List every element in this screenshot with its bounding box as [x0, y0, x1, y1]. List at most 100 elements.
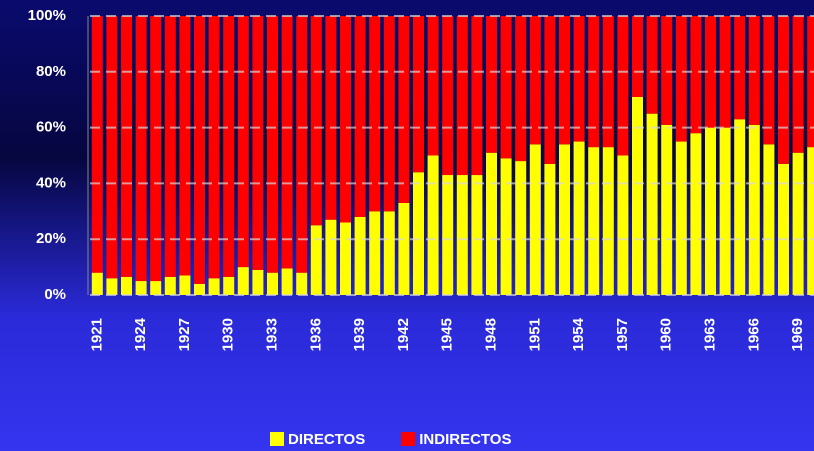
- bar-segment: [267, 16, 278, 273]
- bar-segment: [456, 175, 468, 295]
- bar-segment: [208, 16, 220, 279]
- bar-segment: [573, 141, 585, 295]
- bar-segment: [486, 152, 497, 295]
- bar-segment: [456, 16, 468, 176]
- bar-segment: [792, 152, 804, 295]
- bar-segment: [135, 281, 147, 295]
- x-tick-label: 1948: [482, 318, 499, 351]
- plot-area: 1921 1924 1927 1930 1933 1936 1939 1942 1945 1948…: [87, 15, 814, 351]
- bar-segment: [792, 16, 804, 153]
- bar-segment: [296, 272, 308, 295]
- bar-segment: [208, 278, 220, 295]
- bar-segment: [602, 16, 614, 148]
- bar-segment: [106, 278, 118, 295]
- bar-segment: [515, 161, 527, 295]
- bar-segment: [544, 16, 556, 164]
- x-tick-label: 1966: [745, 318, 762, 351]
- bar-segment: [807, 16, 814, 148]
- bar-segment: [471, 175, 483, 295]
- bar-segment: [267, 272, 278, 295]
- bar-segment: [602, 147, 614, 295]
- bar-segment: [164, 276, 176, 295]
- bar-segment: [661, 124, 673, 295]
- bar-segment: [515, 16, 527, 162]
- bar-segment: [719, 127, 731, 295]
- bar-segment: [164, 16, 176, 277]
- bar-segment: [544, 163, 556, 295]
- bar-segment: [135, 16, 147, 282]
- bar-segment: [325, 219, 337, 295]
- bar-segment: [340, 16, 351, 223]
- bar-segment: [281, 16, 293, 269]
- bar-segment: [471, 16, 483, 176]
- x-tick-label: 1945: [439, 318, 456, 351]
- bar-segment: [442, 175, 454, 295]
- x-tick-label: 1942: [395, 318, 412, 351]
- x-tick-label: 1930: [220, 318, 237, 351]
- legend-label: INDIRECTOS: [419, 431, 511, 448]
- x-tick-label: 1963: [701, 318, 718, 351]
- x-tick-label: 1954: [570, 317, 587, 351]
- bar-segment: [91, 16, 103, 273]
- y-tick-label: 60%: [36, 119, 66, 136]
- bar-segment: [354, 216, 366, 295]
- bar-segment: [617, 155, 629, 295]
- bar-segment: [500, 158, 512, 295]
- bar-segment: [237, 16, 249, 268]
- bar-segment: [486, 16, 497, 153]
- bar-segment: [310, 16, 322, 226]
- bar-segment: [91, 272, 103, 295]
- bar-segment: [296, 16, 308, 273]
- bar-segment: [588, 16, 600, 148]
- bar-segment: [690, 16, 702, 134]
- bar-segment: [529, 16, 541, 145]
- bar-segment: [675, 16, 687, 142]
- x-tick-label: 1969: [789, 318, 806, 351]
- legend-swatch: [270, 432, 284, 446]
- x-tick-label: 1936: [307, 318, 324, 351]
- bar-segment: [734, 16, 746, 120]
- bar-segment: [705, 127, 716, 295]
- bar-segment: [252, 16, 264, 270]
- x-tick-label: 1927: [176, 318, 193, 351]
- bar-segment: [179, 275, 191, 295]
- legend-label: DIRECTOS: [288, 431, 365, 448]
- bar-segment: [559, 144, 570, 295]
- bar-segment: [252, 269, 264, 295]
- bar-segment: [427, 155, 439, 295]
- bar-segment: [237, 267, 249, 295]
- bar-segment: [500, 16, 512, 159]
- bar-segment: [150, 281, 162, 295]
- bar-segment: [121, 276, 132, 295]
- bar-segment: [413, 172, 424, 295]
- bar-segment: [398, 202, 410, 295]
- y-tick-label: 0%: [44, 286, 66, 303]
- y-tick-label: 20%: [36, 230, 66, 247]
- bar-segment: [632, 16, 643, 97]
- x-tick-label: 1939: [351, 318, 368, 351]
- bar-segment: [748, 124, 760, 295]
- bar-segment: [325, 16, 337, 220]
- bar-segment: [354, 16, 366, 217]
- bar-segment: [690, 133, 702, 295]
- bar-segment: [763, 16, 775, 145]
- bar-segment: [121, 16, 132, 277]
- bar-segment: [369, 211, 381, 295]
- bar-segment: [661, 16, 673, 125]
- bar-segment: [383, 16, 395, 212]
- x-tick-label: 1924: [132, 317, 149, 351]
- bar-segment: [383, 211, 395, 295]
- bar-segment: [106, 16, 118, 279]
- bar-segment: [340, 222, 351, 295]
- bar-segment: [150, 16, 162, 282]
- bar-segment: [223, 276, 235, 295]
- legend-swatch: [401, 432, 416, 446]
- bar-segment: [588, 147, 600, 295]
- bar-segment: [617, 16, 629, 156]
- y-tick-label: 100%: [28, 7, 66, 24]
- x-tick-label: 1957: [614, 318, 631, 351]
- bar-segment: [194, 16, 205, 284]
- bar-segment: [632, 96, 643, 295]
- bar-segment: [398, 16, 410, 203]
